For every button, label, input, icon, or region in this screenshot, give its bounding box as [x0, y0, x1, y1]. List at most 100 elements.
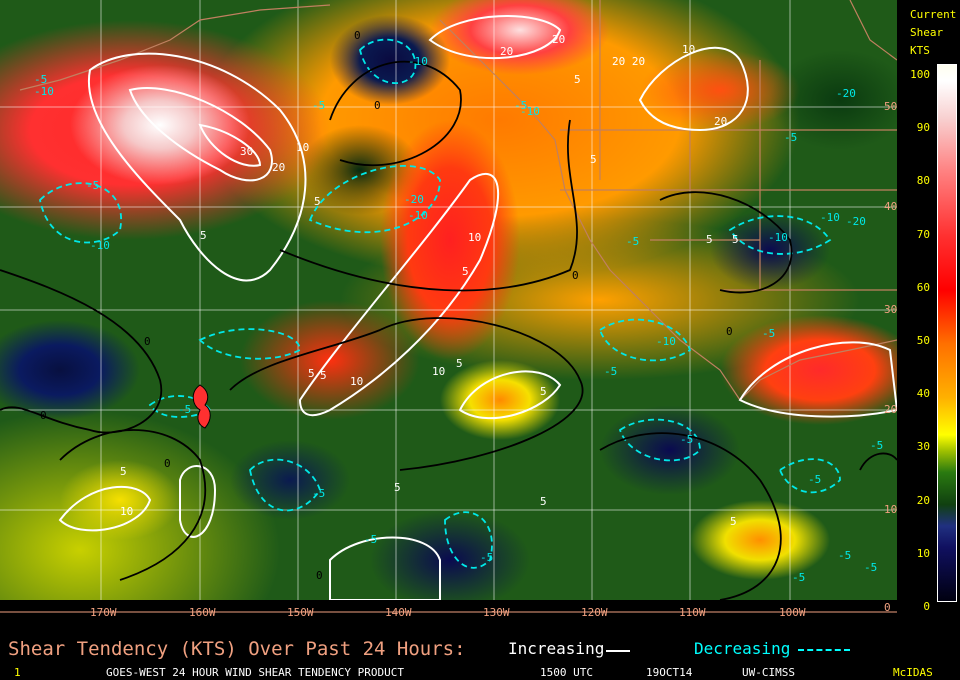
- contour-label: 5: [320, 369, 327, 382]
- shear-tendency-map: 30 20 10 5 5 20 20 20 20 10 20 5 10 5 5 10 10 5 5 5 5 10 5 5 5 5…: [0, 0, 897, 600]
- contour-label: 0: [726, 325, 733, 338]
- contour-label: -5: [364, 533, 378, 546]
- contour-label: -10: [34, 85, 54, 98]
- contour-label: 5: [590, 153, 597, 166]
- frame-number: 1: [14, 666, 21, 679]
- contour-label: 5: [314, 195, 321, 208]
- color-scale-tick: 0: [923, 600, 930, 613]
- contour-label: 0: [144, 335, 151, 348]
- contour-label: -5: [784, 131, 798, 144]
- contour-label: 20: [552, 33, 566, 46]
- contour-label: 5: [462, 265, 469, 278]
- product-name: GOES-WEST 24 HOUR WIND SHEAR TENDENCY PR…: [106, 666, 405, 679]
- color-scale-tick: 80: [916, 174, 930, 188]
- increasing-contours: [58, 15, 897, 600]
- lat-label-10: 10: [884, 503, 898, 516]
- contour-label: -5: [312, 487, 326, 500]
- contour-label: -10: [820, 211, 840, 224]
- product-source: UW-CIMSS: [742, 666, 795, 679]
- coastlines-borders: [19, 0, 897, 401]
- increasing-solid-line-sample: [606, 650, 630, 652]
- hurricane-symbol-icon: [192, 384, 211, 429]
- lon-label-150w: 150W: [287, 606, 314, 619]
- color-scale-bar: [937, 64, 957, 602]
- contour-label: -10: [408, 209, 428, 222]
- color-scale-tick: 50: [916, 334, 930, 347]
- caption-title: Shear Tendency (KTS) Over Past 24 Hours:: [8, 638, 466, 660]
- contour-label: 10: [120, 505, 134, 518]
- lon-label-100w: 100W: [779, 606, 806, 619]
- contour-label: 5: [394, 481, 401, 494]
- contour-label: -20: [836, 87, 856, 100]
- decreasing-dashed-line-sample: [798, 649, 850, 651]
- contour-label: 20: [272, 161, 286, 174]
- contour-label: -10: [90, 239, 110, 252]
- color-scale-tick: 10: [916, 546, 930, 560]
- contour-label: -5: [680, 433, 694, 446]
- contour-label: 10: [296, 141, 310, 154]
- contour-label: -20: [846, 215, 866, 228]
- lat-label-0: 0: [884, 601, 891, 614]
- contour-label: 30: [240, 145, 254, 158]
- lon-label-120w: 120W: [581, 606, 608, 619]
- contour-label: -10: [656, 335, 676, 348]
- decreasing-legend-label: Decreasing: [694, 639, 791, 658]
- color-scale-tick: 90: [916, 121, 930, 135]
- legend-title: Current Shear KTS: [910, 6, 956, 60]
- contour-label: -10: [768, 231, 788, 244]
- color-scale-tick: 40: [916, 387, 930, 401]
- contour-label: -5: [178, 403, 192, 416]
- color-scale-tick: 20: [916, 493, 930, 507]
- legend-title-line3: KTS: [910, 44, 930, 57]
- contour-label: -5: [34, 73, 48, 86]
- zero-contours: [0, 60, 897, 600]
- color-scale-tick: 30: [916, 440, 930, 454]
- contour-label: 20: [500, 45, 514, 58]
- contour-label: -5: [762, 327, 776, 340]
- product-time: 1500 UTC: [540, 666, 593, 679]
- lon-label-160w: 160W: [189, 606, 216, 619]
- contour-label: 10: [432, 365, 446, 378]
- contour-label: 5: [120, 465, 127, 478]
- lon-label-170w: 170W: [90, 606, 117, 619]
- contour-label: 20: [714, 115, 728, 128]
- contour-label: -5: [870, 439, 884, 452]
- lon-label-110w: 110W: [679, 606, 706, 619]
- contour-label: -5: [808, 473, 822, 486]
- contour-label: 0: [374, 99, 381, 112]
- contour-label: 10: [350, 375, 364, 388]
- lat-label-40: 40: [884, 200, 898, 213]
- contour-label: -20: [404, 193, 424, 206]
- map-overlay: [0, 0, 897, 600]
- contour-label: 5: [540, 385, 547, 398]
- contour-label: 5: [706, 233, 713, 246]
- contour-label: -5: [864, 561, 878, 574]
- contour-label: -10: [408, 55, 428, 68]
- lat-label-50: 50: [884, 100, 898, 113]
- contour-label: -5: [792, 571, 806, 584]
- lat-label-20: 20: [884, 403, 898, 416]
- contour-label: 5: [200, 229, 207, 242]
- contour-label: 5: [540, 495, 547, 508]
- lon-label-130w: 130W: [483, 606, 510, 619]
- contour-label: 5: [574, 73, 581, 86]
- contour-label: -10: [520, 105, 540, 118]
- color-scale-tick: 70: [916, 227, 930, 241]
- contour-label: 5: [730, 515, 737, 528]
- contour-label: 0: [316, 569, 323, 582]
- contour-label: 0: [164, 457, 171, 470]
- legend-title-line2: Shear: [910, 26, 944, 39]
- color-scale-tick: 100: [910, 68, 930, 81]
- longitude-axis-line: [0, 611, 897, 613]
- contour-label: 5: [308, 367, 315, 380]
- contour-label: -5: [838, 549, 852, 562]
- contour-label: -5: [312, 99, 326, 112]
- lon-label-140w: 140W: [385, 606, 412, 619]
- contour-label: 10: [682, 43, 696, 56]
- contour-label: 0: [354, 29, 361, 42]
- contour-label: -5: [514, 99, 528, 112]
- software-label: McIDAS: [893, 666, 933, 679]
- increasing-legend-label: Increasing: [508, 639, 605, 658]
- contour-label: 10: [468, 231, 482, 244]
- contour-label: 0: [40, 409, 47, 422]
